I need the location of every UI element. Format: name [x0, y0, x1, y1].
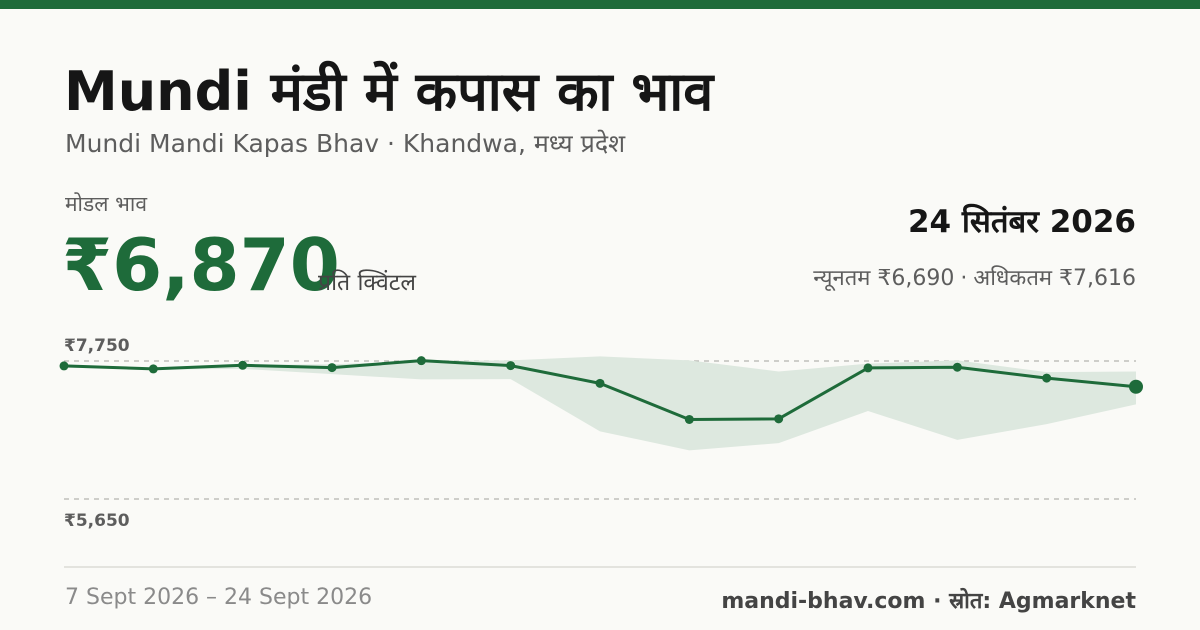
data-point — [863, 363, 873, 373]
range-separator: · — [960, 266, 968, 291]
footer-source: mandi-bhav.com · स्रोत: Agmarknet — [721, 589, 1136, 614]
page-subtitle: Mundi Mandi Kapas Bhav · Khandwa, मध्य प… — [65, 129, 626, 158]
data-point — [774, 414, 784, 424]
data-point — [327, 363, 337, 373]
modal-price-label: मोडल भाव — [65, 192, 148, 216]
data-point — [238, 360, 248, 370]
data-point — [59, 361, 69, 371]
price-unit: प्रति क्विंटल — [318, 270, 416, 296]
y-tick-label: ₹5,650 — [64, 511, 130, 531]
chart-range-band — [64, 356, 1136, 451]
chart-series — [59, 356, 1143, 424]
data-point — [684, 414, 694, 424]
max-price: अधिकतम ₹7,616 — [973, 266, 1136, 291]
data-point — [148, 364, 158, 374]
data-point — [416, 356, 426, 366]
latest-data-point — [1129, 379, 1143, 394]
min-price: न्यूनतम ₹6,690 — [813, 266, 955, 291]
min-max-band — [64, 356, 1136, 451]
data-point — [952, 362, 962, 372]
footer-date-range: 7 Sept 2026 – 24 Sept 2026 — [65, 585, 373, 610]
price-range: न्यूनतम ₹6,690 · अधिकतम ₹7,616 — [813, 262, 1136, 292]
chart-y-ticks: ₹7,750 ₹5,650 — [64, 336, 130, 531]
report-date: 24 सितंबर 2026 — [907, 204, 1136, 240]
page-title: Mundi मंडी में कपास का भाव — [64, 60, 714, 123]
modal-price-value: ₹6,870 — [62, 223, 340, 307]
y-tick-label: ₹7,750 — [64, 336, 130, 356]
data-point — [595, 378, 605, 388]
top-accent-bar — [0, 0, 1200, 9]
data-point — [506, 361, 516, 371]
footer-divider — [64, 566, 1136, 568]
data-point — [1042, 373, 1052, 383]
